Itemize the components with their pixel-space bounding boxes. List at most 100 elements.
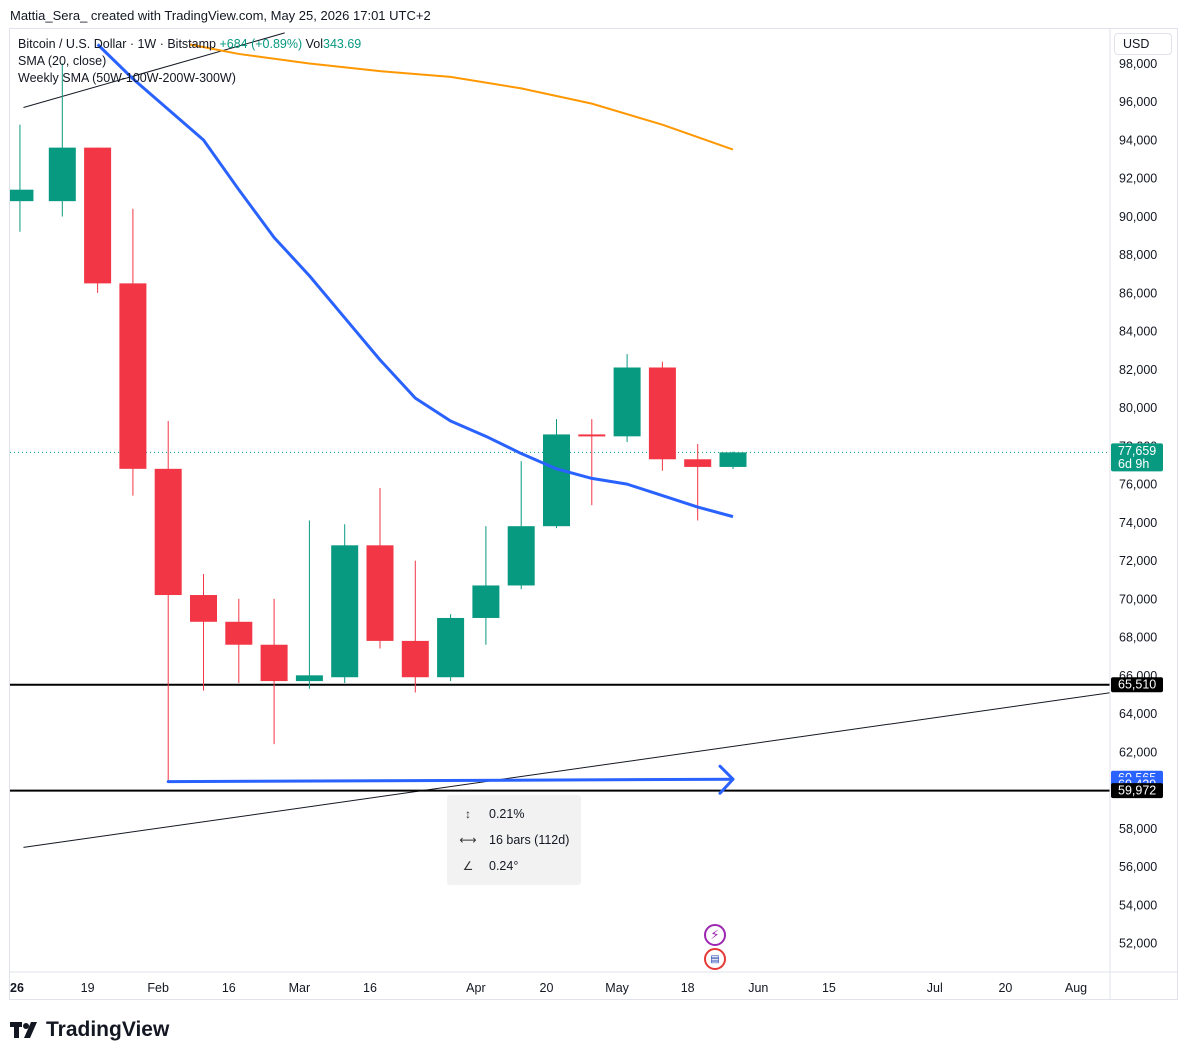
tradingview-logo: TradingView <box>10 1018 169 1042</box>
y-tick-label: 52,000 <box>1119 937 1157 951</box>
y-tick-label: 98,000 <box>1119 57 1157 71</box>
y-tick-label: 56,000 <box>1119 860 1157 874</box>
price-tag-bg <box>1111 677 1163 693</box>
y-tick-label: 62,000 <box>1119 745 1157 759</box>
watermark-header: Mattia_Sera_ created with TradingView.co… <box>10 8 431 23</box>
measure-angle: 0.24° <box>489 859 519 873</box>
candle-body <box>10 189 34 202</box>
candle-body <box>331 545 359 678</box>
y-tick-label: 84,000 <box>1119 325 1157 339</box>
x-tick-label: 26 <box>10 981 24 995</box>
x-tick-label: Jun <box>748 981 768 995</box>
y-tick-label: 88,000 <box>1119 248 1157 262</box>
y-tick-label: 58,000 <box>1119 822 1157 836</box>
weekly-sma-indicator-label[interactable]: Weekly SMA (50W-100W-200W-300W) <box>18 71 236 85</box>
price-tag-label: 65,510 <box>1118 678 1156 692</box>
price-tag-bg <box>1111 783 1163 799</box>
price-tag-countdown: 6d 9h <box>1118 457 1149 471</box>
candle <box>648 361 676 471</box>
x-tick-label: Jul <box>927 981 943 995</box>
y-tick-label: 74,000 <box>1119 516 1157 530</box>
candle <box>578 419 606 506</box>
volume-label: Vol <box>305 37 324 51</box>
x-tick-label: 16 <box>363 981 377 995</box>
candle-body <box>684 459 712 467</box>
plot-area <box>10 32 1110 848</box>
candle <box>119 208 147 496</box>
price-tag-bg <box>1111 443 1163 472</box>
weekly-sma-line <box>189 43 734 151</box>
us-flag-event-icon[interactable]: ▤ <box>704 948 726 970</box>
candle-body <box>366 545 394 641</box>
horizontal-range-icon: ⟷ <box>459 833 477 847</box>
candle-body <box>578 434 606 437</box>
y-tick-label: 86,000 <box>1119 286 1157 300</box>
candle <box>437 614 465 682</box>
y-tick-label: 96,000 <box>1119 95 1157 109</box>
volume-value: 343.69 <box>323 37 362 51</box>
measure-percent: 0.21% <box>489 807 525 821</box>
x-tick-label: Feb <box>147 981 169 995</box>
vertical-range-icon: ↕ <box>465 807 471 821</box>
x-tick-label: Mar <box>289 981 311 995</box>
candle-body <box>401 640 429 678</box>
candle <box>719 451 747 469</box>
candle <box>401 560 429 693</box>
x-tick-label: 15 <box>822 981 836 995</box>
candle-body <box>543 434 570 527</box>
symbol-label[interactable]: Bitcoin / U.S. Dollar · 1W · Bitstamp <box>18 37 216 51</box>
candle <box>507 461 535 590</box>
event-icons: ⚡ ▤ <box>704 924 730 972</box>
candle-body <box>225 621 253 645</box>
y-tick-label: 64,000 <box>1119 707 1157 721</box>
y-tick-label: 94,000 <box>1119 133 1157 147</box>
candle <box>543 419 570 529</box>
candle <box>260 598 288 745</box>
trend-line <box>23 32 285 108</box>
y-tick-label: 70,000 <box>1119 592 1157 606</box>
x-tick-label: 16 <box>222 981 236 995</box>
candle-body <box>507 526 535 586</box>
candle-body <box>119 283 147 469</box>
measure-tooltip: ↕ 0.21% ⟷ 16 bars (112d) ∠ 0.24° <box>447 795 581 885</box>
y-tick-label: 82,000 <box>1119 363 1157 377</box>
candle <box>225 598 253 683</box>
candle-body <box>48 147 76 202</box>
x-tick-label: Apr <box>466 981 485 995</box>
candle <box>366 487 394 649</box>
candle <box>472 526 500 645</box>
candle-body <box>84 147 112 284</box>
currency-unit-button[interactable]: USD <box>1114 33 1172 55</box>
angle-icon: ∠ <box>462 859 474 873</box>
y-tick-label: 76,000 <box>1119 478 1157 492</box>
chart-frame <box>9 28 1178 1000</box>
trend-line <box>23 692 1110 848</box>
y-tick-label: 92,000 <box>1119 172 1157 186</box>
candle-body <box>154 468 182 596</box>
candle-body <box>472 585 500 618</box>
chart-legend: Bitcoin / U.S. Dollar · 1W · Bitstamp +6… <box>18 36 361 87</box>
y-tick-label: 90,000 <box>1119 210 1157 224</box>
sma-indicator-label[interactable]: SMA (20, close) <box>18 54 107 68</box>
x-tick-label: May <box>605 981 629 995</box>
candle-body <box>437 617 465 678</box>
x-tick-label: Aug <box>1065 981 1087 995</box>
candle <box>613 354 641 443</box>
price-tag-label: 77,659 <box>1118 444 1156 458</box>
candle <box>84 147 112 293</box>
price-change: +684 (+0.89%) <box>219 37 303 51</box>
sma20-line <box>96 43 734 519</box>
y-tick-label: 80,000 <box>1119 401 1157 415</box>
y-tick-label: 72,000 <box>1119 554 1157 568</box>
price-tag-label: 59,972 <box>1118 784 1156 798</box>
lightning-event-icon[interactable]: ⚡ <box>704 924 726 946</box>
candle-body <box>190 595 217 622</box>
price-tag: 59,972 <box>1111 783 1163 799</box>
candle <box>10 124 34 232</box>
candle <box>295 520 323 689</box>
candle <box>154 421 182 781</box>
x-tick-label: 18 <box>681 981 695 995</box>
range-arrow-line <box>166 777 735 784</box>
